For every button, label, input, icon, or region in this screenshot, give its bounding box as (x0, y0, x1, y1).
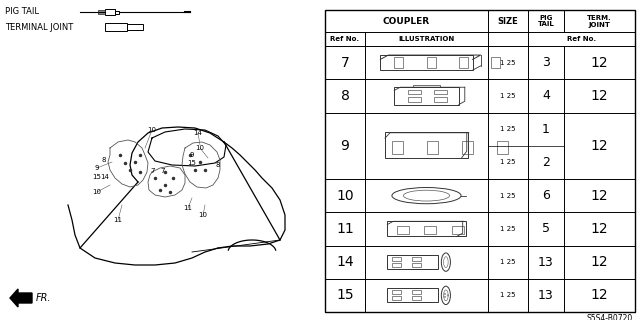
Text: 3: 3 (542, 56, 550, 69)
Text: 14: 14 (193, 130, 202, 136)
Bar (452, 226, 464, 234)
Text: 12: 12 (591, 89, 608, 103)
Bar (392, 263, 401, 267)
Text: 8: 8 (102, 157, 106, 163)
Bar (392, 141, 403, 154)
Text: 1 25: 1 25 (500, 292, 516, 298)
Text: 1 25: 1 25 (500, 60, 516, 66)
Text: 1 25: 1 25 (500, 259, 516, 265)
Text: Ref No.: Ref No. (567, 36, 596, 42)
Bar (325, 10, 635, 312)
Bar (385, 132, 468, 158)
Bar (459, 57, 468, 68)
Text: 7: 7 (340, 56, 349, 70)
Text: 10: 10 (336, 188, 354, 203)
Text: 7: 7 (161, 168, 165, 174)
Text: TERM.
JOINT: TERM. JOINT (587, 14, 612, 28)
Text: S5S4-B0720: S5S4-B0720 (587, 314, 633, 320)
Bar (413, 84, 440, 87)
Bar (491, 57, 500, 68)
Text: 4: 4 (542, 89, 550, 102)
Text: 1: 1 (542, 123, 550, 136)
Bar (387, 288, 438, 302)
Bar (412, 290, 421, 294)
Text: 9: 9 (189, 152, 195, 158)
Text: FR.: FR. (36, 293, 51, 303)
Text: TERMINAL JOINT: TERMINAL JOINT (5, 22, 73, 31)
Text: 1 25: 1 25 (500, 193, 516, 199)
Bar (115, 11, 119, 13)
Text: Ref No.: Ref No. (330, 36, 360, 42)
Bar (462, 141, 473, 154)
Bar (408, 98, 421, 102)
Text: 14: 14 (336, 255, 354, 269)
Text: 1 25: 1 25 (500, 126, 516, 132)
Bar (434, 98, 447, 102)
Text: PIG TAIL: PIG TAIL (5, 7, 39, 17)
Text: 10: 10 (93, 189, 102, 195)
Polygon shape (10, 289, 32, 307)
Bar (392, 290, 401, 294)
Text: 1 25: 1 25 (500, 226, 516, 232)
Text: 11: 11 (184, 205, 193, 211)
Text: 14: 14 (100, 174, 109, 180)
Bar (392, 257, 401, 260)
Text: 15: 15 (188, 160, 196, 166)
Text: 10: 10 (198, 212, 207, 218)
Text: 15: 15 (336, 288, 354, 302)
Text: ILLUSTRATION: ILLUSTRATION (398, 36, 454, 42)
Text: 10: 10 (195, 145, 205, 151)
Text: 13: 13 (538, 256, 554, 268)
Text: 9: 9 (340, 139, 349, 153)
Bar (397, 226, 408, 234)
Text: PIG
TAIL: PIG TAIL (538, 14, 554, 28)
Bar (387, 255, 438, 269)
Text: 6: 6 (542, 189, 550, 202)
Bar (412, 296, 421, 300)
Bar (424, 226, 436, 234)
Text: 10: 10 (147, 127, 157, 133)
Bar (434, 90, 447, 94)
Bar (394, 57, 403, 68)
Bar (127, 24, 143, 30)
Bar (394, 87, 459, 105)
Bar (427, 141, 438, 154)
Text: 1 25: 1 25 (500, 159, 516, 165)
Text: 8: 8 (340, 89, 349, 103)
Text: 12: 12 (591, 188, 608, 203)
Text: 12: 12 (591, 288, 608, 302)
Text: 9: 9 (95, 165, 99, 171)
Bar (412, 263, 421, 267)
Bar (380, 55, 472, 70)
Bar (426, 57, 436, 68)
Text: 1 25: 1 25 (500, 93, 516, 99)
Bar (105, 23, 127, 31)
Text: 12: 12 (591, 255, 608, 269)
Bar (392, 296, 401, 300)
Text: COUPLER: COUPLER (383, 17, 430, 26)
Bar (105, 9, 115, 15)
Text: 11: 11 (336, 222, 354, 236)
Text: 15: 15 (93, 174, 101, 180)
Text: SIZE: SIZE (498, 17, 518, 26)
Text: 12: 12 (591, 56, 608, 70)
Text: 7: 7 (151, 168, 156, 174)
Text: 5: 5 (542, 222, 550, 236)
Text: 2: 2 (542, 156, 550, 169)
Text: 11: 11 (113, 217, 122, 223)
Text: 12: 12 (591, 222, 608, 236)
Bar (497, 141, 508, 154)
Text: 13: 13 (538, 289, 554, 302)
Text: 8: 8 (216, 162, 220, 168)
Bar (408, 90, 421, 94)
Bar (387, 221, 466, 236)
Bar (98, 10, 105, 14)
Text: 12: 12 (591, 139, 608, 153)
Bar (412, 257, 421, 260)
